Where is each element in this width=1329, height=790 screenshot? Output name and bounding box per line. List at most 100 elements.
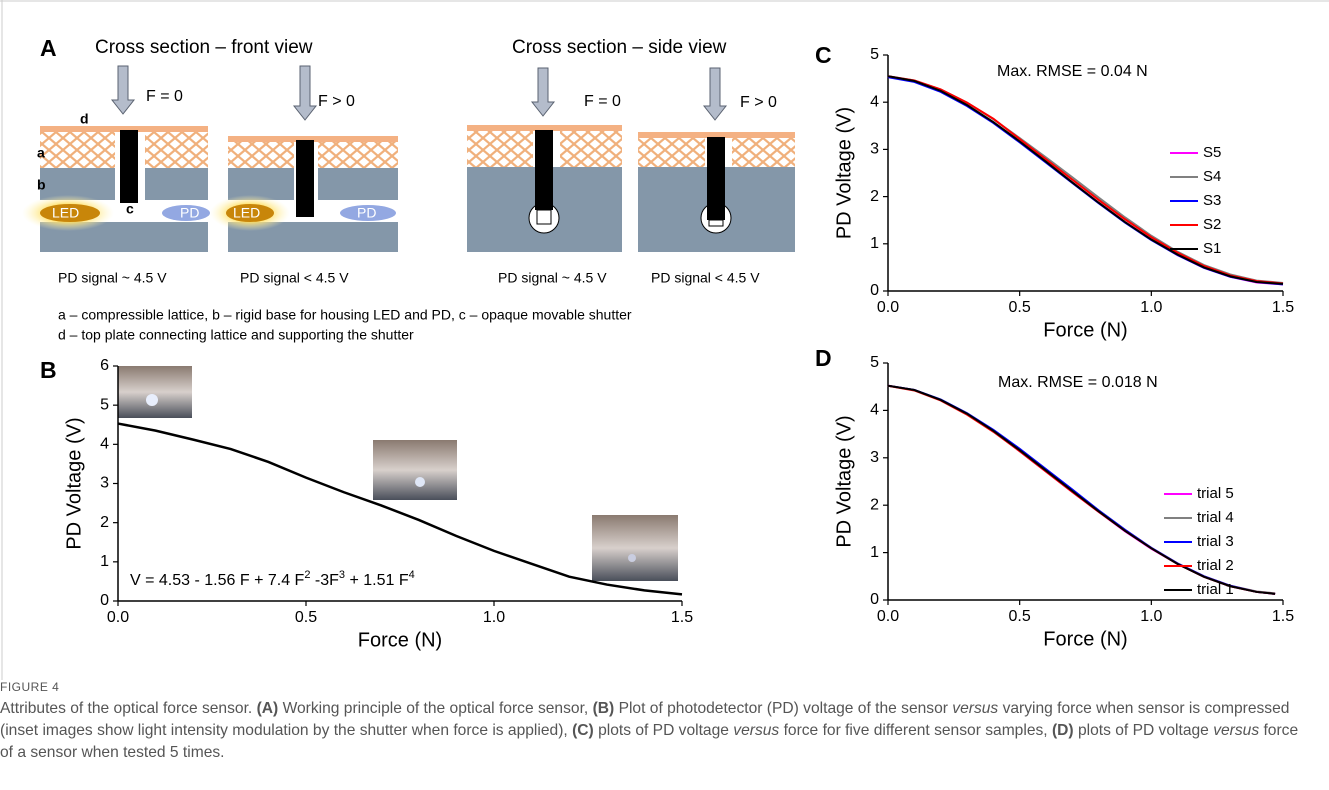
inset-photos (118, 366, 678, 581)
legend-label: S1 (1203, 240, 1221, 257)
caption-run: Working principle of the optical force s… (278, 700, 593, 717)
legend-label: S5 (1203, 144, 1221, 161)
caption-run: plots of PD voltage (1073, 722, 1214, 739)
y-tick-label: 5 (870, 46, 879, 63)
signal-label: PD signal ~ 4.5 V (498, 270, 607, 286)
caption-run: force for five different sensor samples, (779, 722, 1052, 739)
legend-label: trial 5 (1197, 485, 1234, 502)
caption-text: Attributes of the optical force sensor. … (0, 698, 1310, 764)
annotation-run: Max. RMSE = 0.04 N (997, 63, 1148, 80)
caption-run: (D) (1051, 722, 1074, 739)
panel-label: D (815, 345, 832, 371)
front-view-1 (22, 126, 210, 252)
caption: FIGURE 4 Attributes of the optical force… (0, 680, 1310, 764)
series-line (887, 75, 1284, 285)
layer-label: a (37, 145, 45, 161)
x-tick-label: 0.0 (107, 609, 129, 626)
y-tick-label: 4 (870, 402, 879, 419)
x-tick-label: 1.0 (483, 609, 505, 626)
panel-label: A (40, 35, 57, 61)
y-tick-label: 5 (100, 396, 109, 413)
y-tick-label: 6 (100, 357, 109, 374)
y-tick-label: 0 (870, 282, 879, 299)
layer-label: b (37, 177, 46, 193)
led-label: LED (52, 205, 79, 221)
x-tick-label: 1.5 (671, 609, 693, 626)
signal-label: PD signal < 4.5 V (240, 270, 349, 286)
y-tick-label: 2 (870, 496, 879, 513)
pd-label: PD (180, 205, 199, 221)
legend-label: trial 1 (1197, 581, 1234, 598)
x-axis-label: Force (N) (358, 629, 442, 651)
y-tick-label: 2 (870, 188, 879, 205)
y-axis-label: PD Voltage (V) (63, 417, 85, 549)
caption-run: (C) (572, 722, 594, 739)
legend-label: S3 (1203, 192, 1221, 209)
annotation-run: 4 (409, 569, 415, 581)
force-label: F > 0 (318, 93, 355, 110)
annotation: Max. RMSE = 0.04 N (997, 63, 1148, 80)
chart: D 0 1 2 3 4 5 0.0 0.5 1.0 1.5 Force (N) PD Voltage (… (815, 345, 1294, 650)
annotation-run: V = 4.53 - 1.56 F + 7.4 F (130, 572, 305, 589)
x-tick-label: 1.0 (1140, 608, 1162, 625)
signal-label: PD signal < 4.5 V (651, 270, 760, 286)
series-line (117, 422, 683, 596)
y-tick-label: 0 (100, 592, 109, 609)
key-line: d – top plate connecting lattice and sup… (58, 327, 414, 343)
chart: C 0 1 2 3 4 5 0.0 0.5 1.0 1.5 Force (N) PD Voltage (… (815, 42, 1294, 341)
legend-label: S2 (1203, 216, 1221, 233)
caption-run: (A) (256, 700, 279, 717)
force-label: F = 0 (146, 88, 183, 105)
x-tick-label: 0.0 (877, 608, 899, 625)
series-line (887, 75, 1284, 285)
x-tick-label: 1.5 (1272, 608, 1294, 625)
series-line (887, 76, 1284, 286)
force-label: F > 0 (740, 94, 777, 111)
layer-label: d (80, 111, 89, 127)
y-tick-label: 2 (100, 514, 109, 531)
x-tick-label: 0.5 (1009, 299, 1031, 316)
key-line: a – compressible lattice, b – rigid base… (58, 307, 632, 323)
caption-run: force of a sensor when tested 5 times. (0, 722, 1299, 761)
panel-a: A Cross section – front view Cross secti… (22, 35, 795, 343)
x-axis-label: Force (N) (1043, 319, 1127, 341)
panel-label: C (815, 42, 832, 68)
figure-label: FIGURE 4 (0, 680, 60, 694)
panel-label: B (40, 357, 57, 383)
side-view-2 (638, 132, 795, 252)
caption-run: versus (733, 722, 780, 739)
chart: B 0 1 2 3 4 5 6 0.0 0.5 1.0 1.5 Force (N) PD Voltage … (40, 357, 693, 651)
annotation-run: -3F (310, 572, 339, 589)
legend-label: S4 (1203, 168, 1221, 185)
legend-label: trial 3 (1197, 533, 1234, 550)
side-view-1 (467, 125, 622, 252)
y-axis-label: PD Voltage (V) (833, 107, 855, 239)
caption-run: varying force when sensor is compressed … (0, 700, 1290, 739)
series-line (887, 75, 1284, 286)
annotation: Max. RMSE = 0.018 N (998, 374, 1158, 391)
legend-label: trial 2 (1197, 557, 1234, 574)
led-label: LED (233, 205, 260, 221)
y-tick-label: 4 (100, 436, 109, 453)
caption-run: (B) (592, 700, 615, 717)
y-tick-label: 3 (100, 475, 109, 492)
layer-label: c (126, 201, 134, 217)
y-tick-label: 3 (870, 141, 879, 158)
series-line (887, 75, 1284, 284)
x-tick-label: 1.0 (1140, 299, 1162, 316)
series-line (887, 384, 1276, 595)
y-tick-label: 1 (100, 553, 109, 570)
x-tick-label: 0.5 (295, 609, 317, 626)
y-tick-label: 1 (870, 235, 879, 252)
x-tick-label: 0.0 (877, 299, 899, 316)
x-axis-label: Force (N) (1043, 628, 1127, 650)
y-tick-label: 4 (870, 93, 879, 110)
figure: A Cross section – front view Cross secti… (0, 0, 1329, 680)
arrows (110, 65, 728, 121)
front-view-2 (210, 136, 398, 252)
view-title: Cross section – front view (95, 37, 313, 58)
force-label: F = 0 (584, 93, 621, 110)
annotation-run: Max. RMSE = 0.018 N (998, 374, 1158, 391)
y-axis-label: PD Voltage (V) (833, 415, 855, 547)
y-tick-label: 1 (870, 544, 879, 561)
